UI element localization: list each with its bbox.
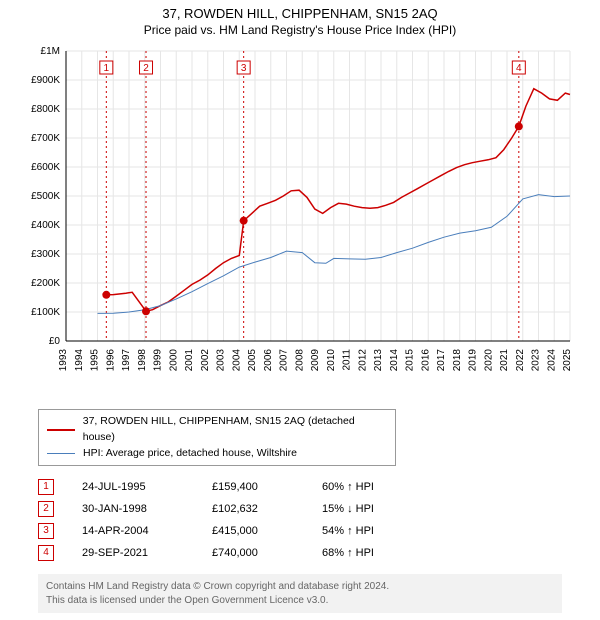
svg-text:£700K: £700K — [31, 133, 60, 144]
page-subtitle: Price paid vs. HM Land Registry's House … — [0, 21, 600, 41]
svg-text:£0: £0 — [49, 336, 61, 347]
page-title: 37, ROWDEN HILL, CHIPPENHAM, SN15 2AQ — [0, 0, 600, 21]
svg-text:2015: 2015 — [405, 349, 416, 372]
svg-text:2002: 2002 — [200, 349, 211, 372]
svg-text:2003: 2003 — [216, 349, 227, 372]
svg-text:2012: 2012 — [357, 349, 368, 372]
svg-text:2007: 2007 — [279, 349, 290, 372]
svg-text:1994: 1994 — [74, 349, 85, 372]
chart-svg: £0 £100K £200K £300K £400K £500K £600K £700K £80… — [20, 41, 580, 401]
svg-text:4: 4 — [516, 63, 522, 74]
svg-text:2010: 2010 — [326, 349, 337, 372]
svg-text:2014: 2014 — [389, 349, 400, 372]
svg-text:£900K: £900K — [31, 75, 60, 86]
svg-text:£300K: £300K — [31, 249, 60, 260]
sale-date: 30-JAN-1998 — [82, 503, 212, 515]
svg-text:£800K: £800K — [31, 104, 60, 115]
svg-text:2020: 2020 — [483, 349, 494, 372]
legend: 37, ROWDEN HILL, CHIPPENHAM, SN15 2AQ (d… — [38, 409, 396, 466]
legend-swatch — [47, 429, 75, 431]
svg-text:2: 2 — [143, 63, 149, 74]
svg-text:£1M: £1M — [41, 46, 60, 57]
svg-text:2000: 2000 — [168, 349, 179, 372]
svg-text:£600K: £600K — [31, 162, 60, 173]
svg-text:2025: 2025 — [562, 349, 573, 372]
sale-marker-badge: 2 — [38, 501, 54, 517]
svg-text:£500K: £500K — [31, 191, 60, 202]
footer-line: Contains HM Land Registry data © Crown c… — [46, 580, 554, 594]
sale-price: £415,000 — [212, 525, 322, 537]
svg-text:1995: 1995 — [90, 349, 101, 372]
svg-text:1999: 1999 — [153, 349, 164, 372]
legend-label: HPI: Average price, detached house, Wilt… — [83, 446, 297, 462]
svg-text:2022: 2022 — [515, 349, 526, 372]
svg-text:2021: 2021 — [499, 349, 510, 372]
sale-events-table: 1 24-JUL-1995£159,40060% ↑ HPI 2 30-JAN-199… — [38, 476, 600, 564]
sale-date: 29-SEP-2021 — [82, 547, 212, 559]
sale-diff: 54% ↑ HPI — [322, 525, 432, 537]
svg-text:2024: 2024 — [546, 349, 557, 372]
svg-text:2016: 2016 — [420, 349, 431, 372]
svg-text:1996: 1996 — [105, 349, 116, 372]
sale-row: 3 14-APR-2004£415,00054% ↑ HPI — [38, 520, 600, 542]
sale-row: 4 29-SEP-2021£740,00068% ↑ HPI — [38, 542, 600, 564]
svg-text:£100K: £100K — [31, 307, 60, 318]
sale-diff: 15% ↓ HPI — [322, 503, 432, 515]
sale-price: £159,400 — [212, 481, 322, 493]
sale-row: 2 30-JAN-1998£102,63215% ↓ HPI — [38, 498, 600, 520]
svg-text:2023: 2023 — [531, 349, 542, 372]
sale-marker-badge: 1 — [38, 479, 54, 495]
sale-row: 1 24-JUL-1995£159,40060% ↑ HPI — [38, 476, 600, 498]
svg-text:2004: 2004 — [231, 349, 242, 372]
svg-text:2001: 2001 — [184, 349, 195, 372]
sale-diff: 68% ↑ HPI — [322, 547, 432, 559]
sale-price: £102,632 — [212, 503, 322, 515]
sale-date: 14-APR-2004 — [82, 525, 212, 537]
svg-text:£400K: £400K — [31, 220, 60, 231]
svg-text:2006: 2006 — [263, 349, 274, 372]
svg-text:2005: 2005 — [247, 349, 258, 372]
attribution-footer: Contains HM Land Registry data © Crown c… — [38, 574, 562, 613]
svg-text:£200K: £200K — [31, 278, 60, 289]
svg-text:1998: 1998 — [137, 349, 148, 372]
svg-text:1: 1 — [104, 63, 110, 74]
legend-swatch — [47, 453, 75, 454]
svg-text:2011: 2011 — [342, 349, 353, 371]
legend-item: 37, ROWDEN HILL, CHIPPENHAM, SN15 2AQ (d… — [47, 414, 387, 446]
sale-price: £740,000 — [212, 547, 322, 559]
sale-date: 24-JUL-1995 — [82, 481, 212, 493]
legend-item: HPI: Average price, detached house, Wilt… — [47, 446, 387, 462]
svg-text:2013: 2013 — [373, 349, 384, 372]
svg-text:2017: 2017 — [436, 349, 447, 372]
svg-text:2019: 2019 — [468, 349, 479, 372]
sale-diff: 60% ↑ HPI — [322, 481, 432, 493]
sale-marker-badge: 4 — [38, 545, 54, 561]
svg-text:3: 3 — [241, 63, 247, 74]
footer-line: This data is licensed under the Open Gov… — [46, 594, 554, 608]
svg-text:2009: 2009 — [310, 349, 321, 372]
legend-label: 37, ROWDEN HILL, CHIPPENHAM, SN15 2AQ (d… — [83, 414, 387, 446]
svg-text:1993: 1993 — [58, 349, 69, 372]
svg-text:2008: 2008 — [294, 349, 305, 372]
price-chart: £0 £100K £200K £300K £400K £500K £600K £700K £80… — [20, 41, 580, 401]
svg-text:1997: 1997 — [121, 349, 132, 372]
sale-marker-badge: 3 — [38, 523, 54, 539]
svg-text:2018: 2018 — [452, 349, 463, 372]
